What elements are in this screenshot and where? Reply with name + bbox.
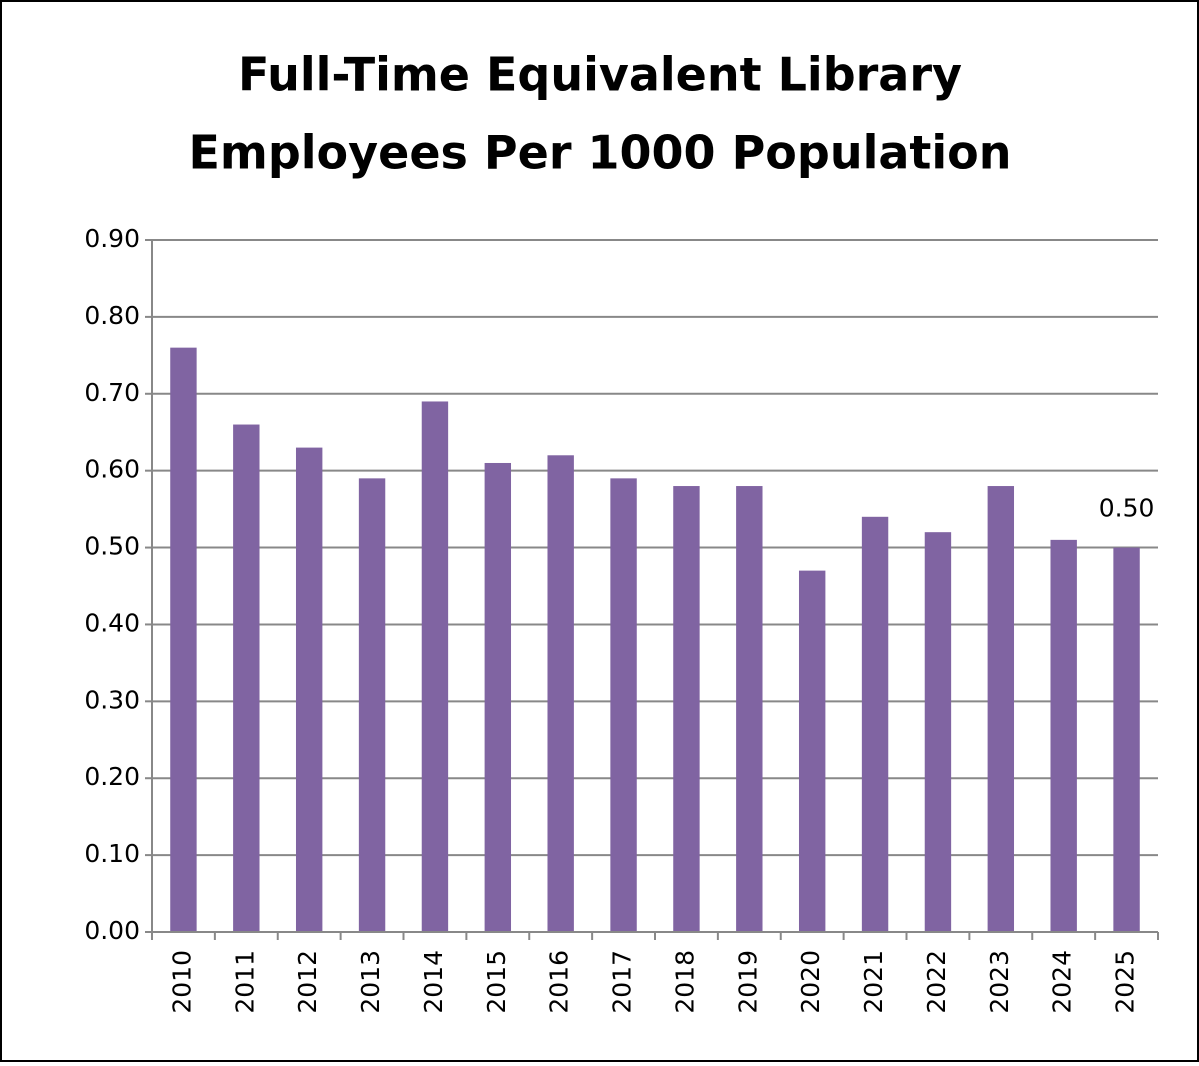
y-tick-label: 0.60 xyxy=(84,455,140,484)
x-tick-label: 2024 xyxy=(1048,950,1077,1014)
x-tick-label: 2021 xyxy=(859,950,888,1014)
bar xyxy=(170,347,197,933)
y-tick-label: 0.80 xyxy=(84,301,140,330)
bar xyxy=(673,486,700,932)
x-tick-label: 2016 xyxy=(545,950,574,1014)
x-tick-label: 2023 xyxy=(985,950,1014,1014)
y-tick-label: 0.50 xyxy=(84,532,140,561)
x-tick-label: 2022 xyxy=(922,950,951,1014)
bar xyxy=(547,455,574,932)
bar xyxy=(484,462,512,932)
x-tick-label: 2018 xyxy=(670,950,699,1014)
y-tick-label: 0.70 xyxy=(84,378,140,407)
bar xyxy=(610,478,637,932)
x-tick-label: 2012 xyxy=(293,950,322,1014)
bar xyxy=(1050,539,1077,932)
x-tick-label: 2010 xyxy=(167,950,196,1014)
bar xyxy=(924,532,952,932)
x-tick-label: 2017 xyxy=(608,950,637,1014)
bar xyxy=(861,516,889,932)
bar xyxy=(295,447,323,932)
bar xyxy=(421,401,449,932)
y-tick-label: 0.20 xyxy=(84,762,140,791)
y-tick-label: 0.00 xyxy=(84,916,140,945)
chart-title: Employees Per 1000 Population xyxy=(189,126,1012,180)
x-tick-label: 2019 xyxy=(733,950,762,1014)
x-tick-label: 2013 xyxy=(356,950,385,1014)
x-tick-label: 2020 xyxy=(796,950,825,1014)
bar xyxy=(233,424,260,932)
x-tick-label: 2025 xyxy=(1111,950,1140,1014)
bar xyxy=(987,486,1015,932)
y-tick-label: 0.10 xyxy=(84,839,140,868)
y-tick-label: 0.30 xyxy=(84,685,140,714)
y-tick-label: 0.90 xyxy=(84,224,140,253)
x-tick-label: 2014 xyxy=(419,950,448,1014)
data-label: 0.50 xyxy=(1099,494,1155,523)
bar xyxy=(358,478,386,932)
x-tick-label: 2011 xyxy=(230,950,259,1014)
bar xyxy=(736,486,763,932)
chart-title: Full-Time Equivalent Library xyxy=(238,48,962,102)
bar xyxy=(798,570,826,932)
bar xyxy=(1113,547,1140,932)
x-tick-label: 2015 xyxy=(482,950,511,1014)
y-tick-label: 0.40 xyxy=(84,608,140,637)
